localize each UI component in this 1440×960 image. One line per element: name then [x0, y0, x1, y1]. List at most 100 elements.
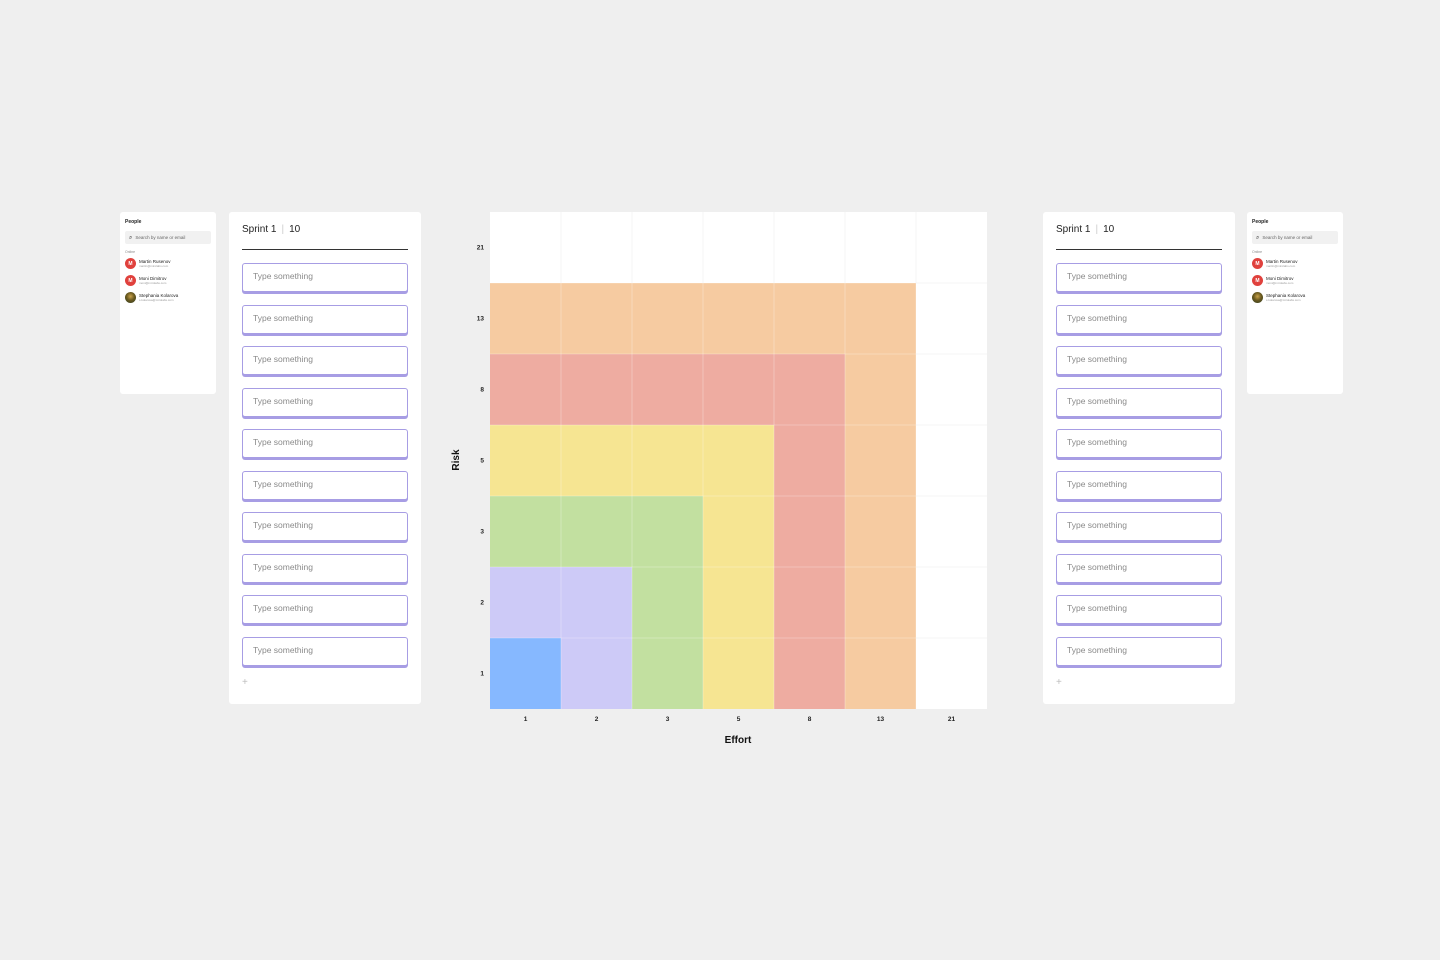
matrix-cell-empty[interactable] — [916, 567, 987, 638]
matrix-cell-yellow[interactable] — [632, 425, 703, 496]
matrix-cell-yellow[interactable] — [703, 496, 774, 567]
matrix-cell-orange[interactable] — [845, 567, 916, 638]
matrix-cell-empty[interactable] — [490, 212, 561, 283]
matrix-cell-red[interactable] — [774, 638, 845, 709]
task-card[interactable]: Type something — [1056, 388, 1222, 417]
task-card[interactable]: Type something — [242, 554, 408, 583]
y-tick-label: 5 — [480, 458, 484, 465]
task-card[interactable]: Type something — [1056, 305, 1222, 334]
matrix-cell-red[interactable] — [703, 354, 774, 425]
people-search-input[interactable]: ⌕ Search by name or email — [1252, 231, 1338, 244]
matrix-cell-red[interactable] — [490, 354, 561, 425]
matrix-cell-purple[interactable] — [561, 567, 632, 638]
add-card-button[interactable]: + — [1056, 677, 1062, 688]
search-icon: ⌕ — [1256, 234, 1260, 241]
matrix-cell-orange[interactable] — [632, 283, 703, 354]
matrix-cell-red[interactable] — [774, 496, 845, 567]
person-item[interactable]: M Moni Dimitrov moni@mirolabs.com — [1252, 275, 1294, 286]
header-divider: | — [281, 224, 285, 235]
matrix-gridlines — [490, 212, 987, 709]
matrix-cell-yellow[interactable] — [703, 425, 774, 496]
task-card[interactable]: Type something — [1056, 471, 1222, 500]
avatar: M — [1252, 275, 1263, 286]
matrix-cell-empty[interactable] — [774, 212, 845, 283]
matrix-cell-empty[interactable] — [916, 638, 987, 709]
matrix-cell-empty[interactable] — [916, 354, 987, 425]
matrix-cell-empty[interactable] — [632, 212, 703, 283]
matrix-cell-green[interactable] — [490, 496, 561, 567]
task-card[interactable]: Type something — [1056, 512, 1222, 541]
person-item[interactable]: M Moni Dimitrov moni@mirolabs.com — [125, 275, 167, 286]
matrix-cell-yellow[interactable] — [703, 567, 774, 638]
y-axis-title: Risk — [451, 449, 462, 471]
matrix-cell-blue[interactable] — [490, 638, 561, 709]
matrix-cell-orange[interactable] — [490, 283, 561, 354]
search-placeholder: Search by name or email — [135, 235, 186, 240]
matrix-cell-empty[interactable] — [561, 212, 632, 283]
sprint-title: Sprint 1 — [242, 224, 277, 235]
matrix-cell-empty[interactable] — [916, 212, 987, 283]
person-item[interactable]: M Martin Rusenov martin@mirolabs.com — [125, 258, 171, 269]
matrix-cell-orange[interactable] — [703, 283, 774, 354]
task-card[interactable]: Type something — [1056, 595, 1222, 624]
matrix-cell-orange[interactable] — [561, 283, 632, 354]
matrix-cell-orange[interactable] — [845, 425, 916, 496]
task-card[interactable]: Type something — [242, 388, 408, 417]
matrix-cell-purple[interactable] — [561, 638, 632, 709]
person-name: Stephania Kolarova — [1266, 293, 1306, 298]
task-card[interactable]: Type something — [242, 346, 408, 375]
task-card[interactable]: Type something — [1056, 554, 1222, 583]
matrix-cell-green[interactable] — [632, 567, 703, 638]
y-tick-label: 2 — [480, 600, 484, 607]
task-card[interactable]: Type something — [242, 637, 408, 666]
person-email: moni@mirolabs.com — [139, 281, 167, 285]
matrix-cell-orange[interactable] — [845, 283, 916, 354]
people-panel-left: People ⌕ Search by name or email Online … — [120, 212, 216, 394]
matrix-cell-yellow[interactable] — [490, 425, 561, 496]
person-item[interactable]: Stephania Kolarova s.kolarova@mirolabs.c… — [1252, 292, 1305, 303]
people-search-input[interactable]: ⌕ Search by name or email — [125, 231, 211, 244]
person-name: Moni Dimitrov — [139, 276, 167, 281]
matrix-cell-red[interactable] — [774, 567, 845, 638]
matrix-cell-orange[interactable] — [774, 283, 845, 354]
matrix-cell-empty[interactable] — [845, 212, 916, 283]
matrix-cell-empty[interactable] — [916, 425, 987, 496]
y-tick-label: 13 — [477, 316, 485, 323]
matrix-cell-empty[interactable] — [916, 283, 987, 354]
matrix-cell-orange[interactable] — [845, 638, 916, 709]
task-card[interactable]: Type something — [242, 263, 408, 292]
matrix-cell-yellow[interactable] — [561, 425, 632, 496]
task-card[interactable]: Type something — [242, 512, 408, 541]
task-card[interactable]: Type something — [242, 305, 408, 334]
matrix-cell-red[interactable] — [774, 425, 845, 496]
matrix-cell-orange[interactable] — [845, 496, 916, 567]
matrix-cell-empty[interactable] — [916, 496, 987, 567]
task-card[interactable]: Type something — [1056, 263, 1222, 292]
matrix-cell-green[interactable] — [561, 496, 632, 567]
matrix-cell-red[interactable] — [561, 354, 632, 425]
person-name: Moni Dimitrov — [1266, 276, 1294, 281]
task-card[interactable]: Type something — [242, 471, 408, 500]
matrix-cell-green[interactable] — [632, 496, 703, 567]
matrix-cell-purple[interactable] — [490, 567, 561, 638]
search-icon: ⌕ — [129, 234, 133, 241]
matrix-cell-yellow[interactable] — [703, 638, 774, 709]
person-item[interactable]: M Martin Rusenov martin@mirolabs.com — [1252, 258, 1298, 269]
task-card[interactable]: Type something — [1056, 429, 1222, 458]
task-card[interactable]: Type something — [1056, 346, 1222, 375]
matrix-cell-empty[interactable] — [703, 212, 774, 283]
task-card[interactable]: Type something — [1056, 637, 1222, 666]
task-card[interactable]: Type something — [242, 595, 408, 624]
matrix-cell-green[interactable] — [632, 638, 703, 709]
people-title: People — [1252, 219, 1269, 225]
person-item[interactable]: Stephania Kolarova s.kolarova@mirolabs.c… — [125, 292, 178, 303]
matrix-cell-red[interactable] — [774, 354, 845, 425]
matrix-cell-red[interactable] — [632, 354, 703, 425]
avatar: M — [125, 275, 136, 286]
x-tick-label: 21 — [948, 716, 956, 723]
task-card[interactable]: Type something — [242, 429, 408, 458]
online-label: Online — [1252, 250, 1263, 254]
x-tick-label: 3 — [666, 716, 670, 723]
add-card-button[interactable]: + — [242, 677, 248, 688]
matrix-cell-orange[interactable] — [845, 354, 916, 425]
